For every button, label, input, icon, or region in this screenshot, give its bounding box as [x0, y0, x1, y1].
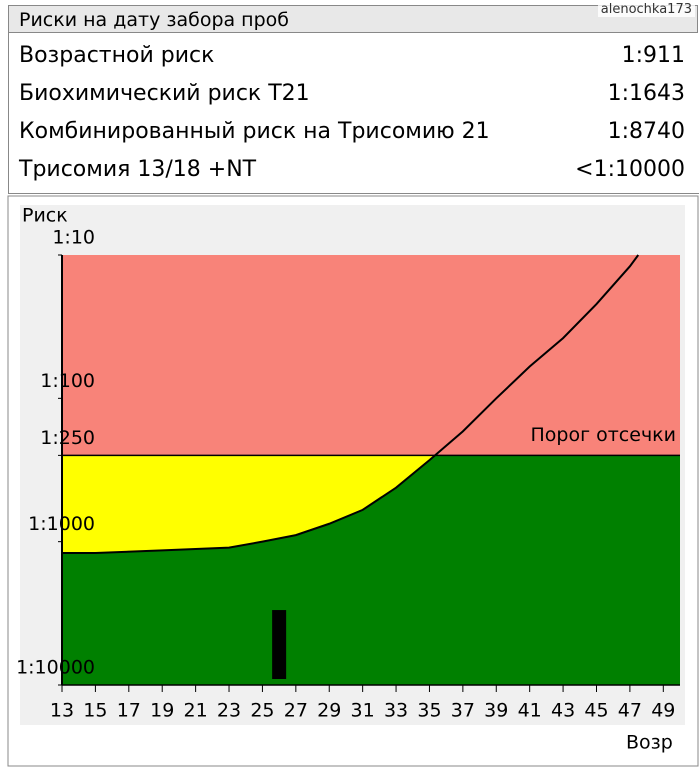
x-axis-label: Возр	[626, 732, 673, 754]
x-tick-label: 19	[150, 700, 174, 722]
x-tick-label: 13	[50, 700, 74, 722]
x-tick-label: 47	[618, 700, 642, 722]
x-tick-label: 37	[451, 700, 475, 722]
risk-value: <1:10000	[575, 157, 685, 182]
x-tick-label: 17	[117, 700, 141, 722]
x-tick-label: 29	[317, 700, 341, 722]
y-tick-label: 1:10	[52, 227, 95, 249]
x-tick-label: 31	[351, 700, 375, 722]
x-tick-label: 23	[217, 700, 241, 722]
risk-label: Возрастной риск	[19, 43, 215, 68]
x-tick-label: 41	[518, 700, 542, 722]
x-tick-label: 21	[184, 700, 208, 722]
x-tick-label: 49	[651, 700, 675, 722]
section-header: Риски на дату забора проб	[8, 5, 698, 33]
threshold-label: Порог отсечки	[531, 424, 677, 446]
x-tick-label: 39	[484, 700, 508, 722]
x-tick-label: 15	[83, 700, 107, 722]
risk-row: Трисомия 13/18 +NT <1:10000	[19, 151, 685, 189]
x-tick-label: 43	[551, 700, 575, 722]
x-tick-label: 35	[417, 700, 441, 722]
risk-row: Комбинированный риск на Трисомию 21 1:874…	[19, 113, 685, 151]
risk-row: Возрастной риск 1:911	[19, 37, 685, 75]
risk-value: 1:1643	[607, 81, 685, 106]
high-risk-zone	[62, 255, 680, 456]
x-tick-label: 33	[384, 700, 408, 722]
watermark: alenochka173	[597, 2, 695, 17]
x-tick-label: 45	[584, 700, 608, 722]
risk-curve	[62, 254, 640, 555]
section-title: Риски на дату забора проб	[19, 9, 290, 31]
x-tick-label: 25	[250, 700, 274, 722]
risk-list: Возрастной риск 1:911 Биохимический риск T…	[8, 33, 699, 194]
y-tick-label: 1:1000	[28, 513, 95, 535]
risk-label: Трисомия 13/18 +NT	[19, 157, 257, 182]
risk-value: 1:911	[621, 43, 685, 68]
y-tick-label: 1:250	[40, 427, 95, 449]
y-tick-label: 1:100	[40, 370, 95, 392]
risk-label: Комбинированный риск на Трисомию 21	[19, 119, 490, 144]
y-tick-label: 1:10000	[16, 657, 95, 679]
risk-value: 1:8740	[607, 119, 685, 144]
patient-marker	[272, 610, 287, 679]
risk-row: Биохимический риск T21 1:1643	[19, 75, 685, 113]
risk-label: Биохимический риск T21	[19, 81, 310, 106]
y-axis-label: Риск	[22, 205, 68, 227]
x-tick-label: 27	[284, 700, 308, 722]
